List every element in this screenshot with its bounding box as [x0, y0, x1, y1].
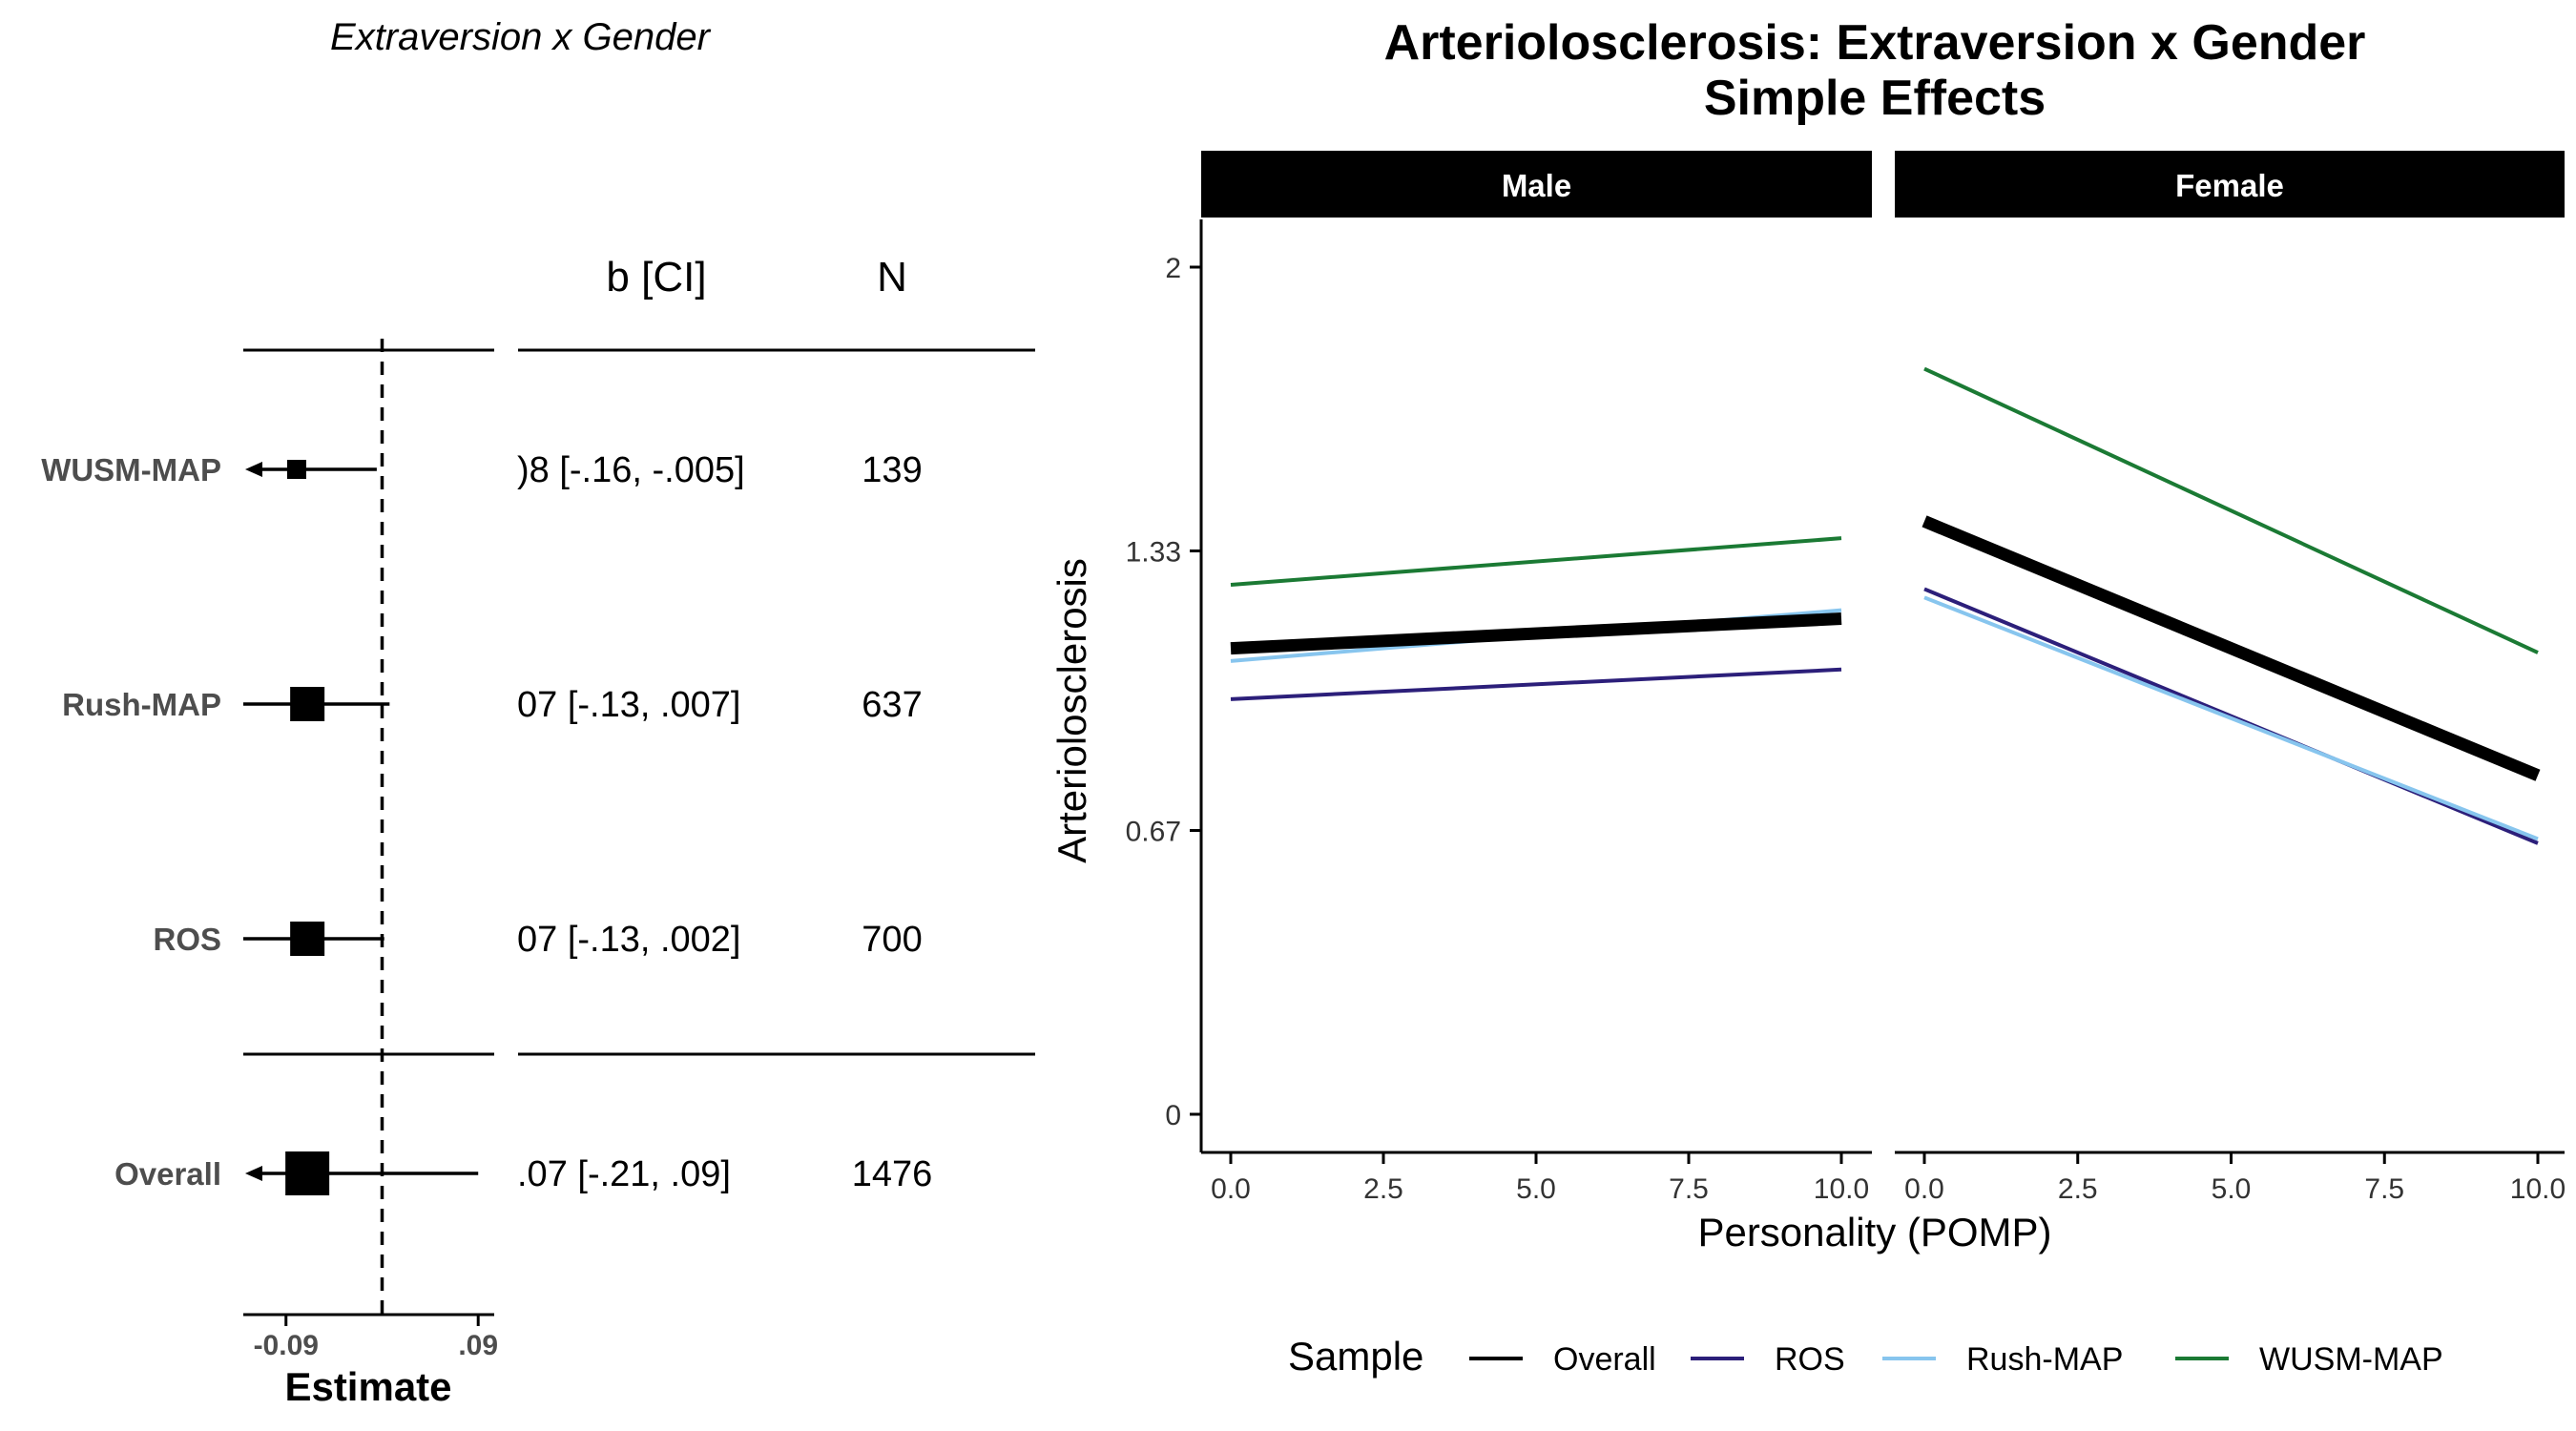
estimate-text: 07 [-.13, .007] — [517, 685, 741, 725]
column-header-estimate: b [CI] — [606, 254, 706, 301]
series-line-overall — [1922, 515, 2541, 781]
x-tick-label: 2.5 — [1363, 1173, 1403, 1205]
x-tick-label: 5.0 — [1516, 1173, 1556, 1205]
y-tick-label: 0 — [1165, 1100, 1181, 1131]
series-line-wusm-map — [1923, 366, 2539, 654]
point-estimate — [286, 460, 306, 479]
forest-x-tick-label: .09 — [458, 1330, 498, 1361]
legend-title: Sample — [1288, 1334, 1423, 1379]
legend-item-overall: Overall — [1469, 1341, 1656, 1378]
facet-strip-label: Male — [1502, 168, 1571, 203]
facet-strip-label: Female — [2175, 168, 2284, 203]
n-text: 700 — [862, 920, 922, 960]
legend-label: ROS — [1775, 1341, 1845, 1378]
ci-clip-arrow — [245, 1166, 262, 1181]
estimate-text: )8 [-.16, -.005] — [517, 450, 745, 490]
facet-female: Female 0.0 2.5 5.0 7.5 10.0 — [1895, 151, 2566, 1205]
estimate-text: 07 [-.13, .002] — [517, 920, 741, 960]
y-axis-title: Arteriolosclerosis — [1049, 558, 1094, 863]
forest-x-tick-label: -0.09 — [254, 1330, 319, 1361]
point-estimate — [290, 687, 325, 721]
x-tick-label: 5.0 — [2212, 1173, 2252, 1205]
series-line-overall — [1230, 612, 1842, 655]
y-tick-label: 0.67 — [1126, 817, 1181, 848]
n-text: 1476 — [852, 1154, 933, 1194]
series-line-ros — [1923, 587, 2539, 845]
legend-label: Overall — [1553, 1341, 1656, 1378]
legend-item-wusm-map: WUSM-MAP — [2175, 1341, 2443, 1378]
x-axis-title: Personality (POMP) — [1697, 1210, 2051, 1255]
legend-label: Rush-MAP — [1966, 1341, 2123, 1378]
series-line-wusm-map — [1230, 536, 1842, 587]
n-text: 139 — [862, 450, 922, 490]
forest-title: Extraversion x Gender — [330, 16, 712, 58]
x-tick-label: 10.0 — [2510, 1173, 2566, 1205]
row-label: Overall — [114, 1156, 221, 1192]
ci-clip-arrow — [245, 462, 262, 477]
legend: Sample Overall ROS Rush-MAP WUSM-MAP — [1288, 1334, 2443, 1379]
legend-item-rush-map: Rush-MAP — [1882, 1341, 2123, 1378]
y-tick-label: 2 — [1165, 253, 1181, 284]
forest-rules — [243, 339, 1035, 1317]
x-tick-label: 10.0 — [1814, 1173, 1869, 1205]
legend-label: WUSM-MAP — [2259, 1341, 2443, 1378]
y-tick-label: 1.33 — [1126, 536, 1181, 568]
forest-plot: Extraversion x Gender b [CI] N WUSM-MAP)… — [41, 16, 1035, 1409]
chart-title: Arteriolosclerosis: Extraversion x Gende… — [1384, 15, 2366, 71]
line-chart: Arteriolosclerosis: Extraversion x Gende… — [1049, 15, 2566, 1379]
legend-item-ros: ROS — [1691, 1341, 1845, 1378]
forest-row: Overall .07 [-.21, .09] 1476 — [114, 1151, 932, 1195]
x-tick-label: 7.5 — [1669, 1173, 1709, 1205]
facet-male: Male 0.0 2.5 5.0 7.5 10.0 — [1201, 151, 1872, 1205]
x-tick-label: 2.5 — [2058, 1173, 2098, 1205]
forest-x-axis-title: Estimate — [284, 1364, 451, 1409]
row-label: Rush-MAP — [62, 687, 221, 722]
x-tick-label: 7.5 — [2364, 1173, 2404, 1205]
forest-row: ROS 07 [-.13, .002] 700 — [153, 920, 922, 960]
point-estimate — [285, 1151, 330, 1195]
forest-row: WUSM-MAP )8 [-.16, -.005] 139 — [41, 450, 923, 490]
facet-strip — [1201, 151, 1872, 218]
forest-row: Rush-MAP 07 [-.13, .007] 637 — [62, 685, 923, 725]
n-text: 637 — [862, 685, 922, 725]
x-tick-label: 0.0 — [1211, 1173, 1251, 1205]
series-line-ros — [1230, 667, 1842, 701]
y-axis: 0 0.67 1.33 2 — [1126, 219, 1203, 1152]
estimate-text: .07 [-.21, .09] — [517, 1154, 731, 1194]
series-line-rush-map — [1923, 595, 2539, 841]
forest-x-axis: -0.09 .09 — [243, 1313, 498, 1361]
chart-subtitle: Simple Effects — [1704, 71, 2046, 126]
legend-items: Overall ROS Rush-MAP WUSM-MAP — [1469, 1341, 2443, 1378]
point-estimate — [290, 922, 325, 956]
facet-strip — [1895, 151, 2565, 218]
forest-rows: WUSM-MAP )8 [-.16, -.005] 139 Rush-MAP 07 [-… — [41, 450, 932, 1195]
x-tick-label: 0.0 — [1904, 1173, 1944, 1205]
row-label: WUSM-MAP — [41, 452, 221, 487]
facets: Male 0.0 2.5 5.0 7.5 10.0 Female 0.0 2.5 5.0 7.5 10… — [1201, 151, 2566, 1205]
column-header-n: N — [877, 254, 907, 301]
row-label: ROS — [153, 922, 221, 957]
